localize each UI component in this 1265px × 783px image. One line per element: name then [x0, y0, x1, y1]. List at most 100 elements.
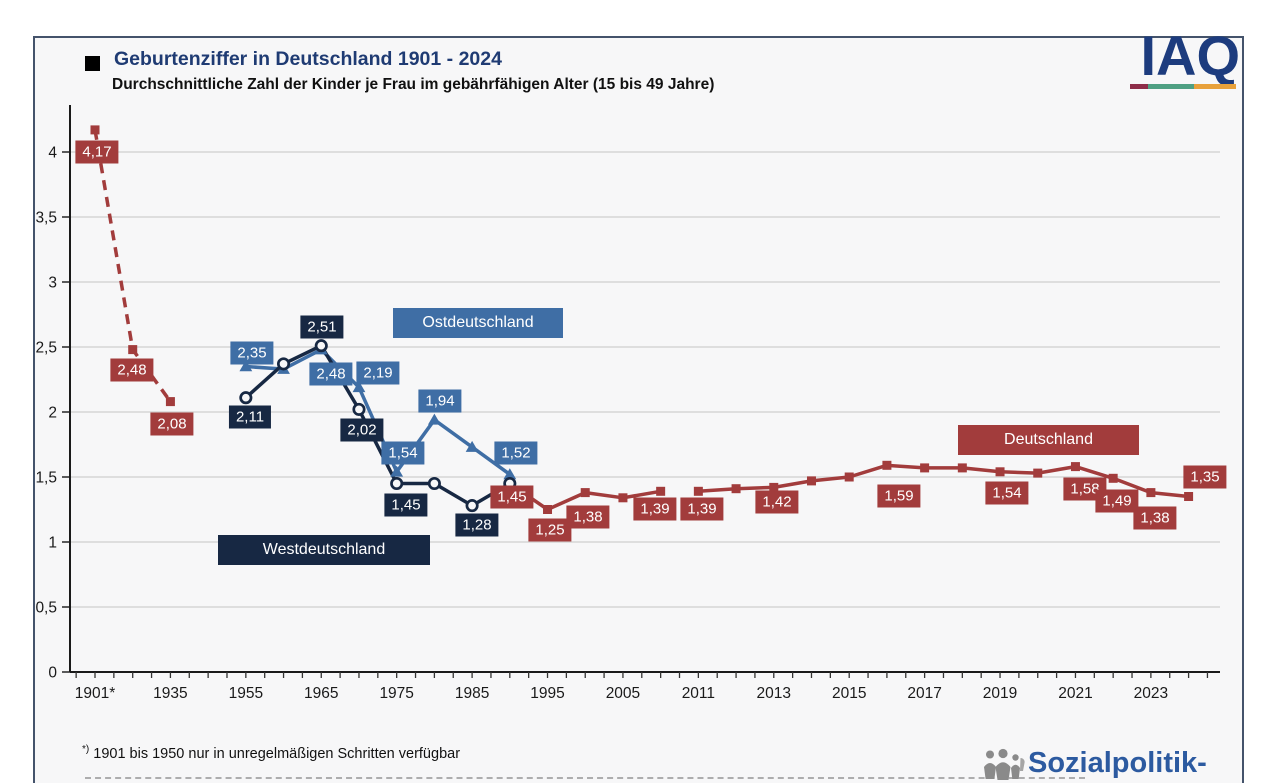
data-point	[656, 486, 666, 496]
title-bullet-icon	[85, 56, 100, 71]
x-tick-label: 2005	[606, 685, 640, 702]
data-point	[239, 360, 253, 372]
value-label: 1,38	[566, 505, 610, 529]
iaq-logo-underline	[1130, 84, 1236, 89]
data-point	[806, 476, 816, 486]
iaq-logo: IAQ	[1130, 24, 1240, 89]
x-tick-label: 2023	[1134, 685, 1168, 702]
data-point	[957, 463, 967, 473]
data-point	[314, 339, 328, 353]
value-label: 1,35	[1183, 465, 1227, 489]
y-tick-label: 3	[48, 275, 57, 292]
x-tick-label: 1985	[455, 685, 489, 702]
value-label: 1,94	[418, 389, 462, 413]
data-point	[618, 493, 628, 503]
value-label: 1,59	[877, 484, 921, 508]
value-label: 2,48	[110, 358, 154, 382]
data-point	[465, 499, 479, 513]
x-tick-label: 1935	[153, 685, 187, 702]
value-label: 1,52	[494, 441, 538, 465]
clipped-source-text	[85, 777, 1085, 779]
series-name-box-westdeutschland: Westdeutschland	[218, 535, 430, 565]
value-label: 2,02	[340, 418, 384, 442]
iaq-logo-text: IAQ	[1140, 24, 1240, 87]
data-point	[882, 460, 892, 470]
data-point	[352, 381, 366, 393]
y-tick-label: 1,5	[35, 470, 57, 487]
data-point	[427, 413, 441, 425]
sozialpolitik-logo-text: Sozialpolitik-	[1028, 747, 1207, 779]
value-label: 1,42	[755, 490, 799, 514]
series-name-box-deutschland: Deutschland	[958, 425, 1139, 455]
data-point	[580, 488, 590, 498]
data-point	[1070, 462, 1080, 472]
data-point	[1033, 468, 1043, 478]
data-point	[390, 476, 404, 491]
value-label: 2,35	[230, 341, 274, 365]
data-point	[1146, 488, 1156, 498]
sozialpolitik-logo: Sozialpolitik-	[982, 748, 1207, 780]
value-label: 2,51	[300, 315, 344, 339]
x-tick-label: 1965	[304, 685, 338, 702]
y-tick-label: 0,5	[35, 600, 57, 617]
data-point	[1184, 492, 1194, 501]
people-icon	[984, 748, 1025, 780]
data-point	[844, 472, 854, 482]
x-tick-label: 2019	[983, 685, 1017, 702]
chart-subtitle: Durchschnittliche Zahl der Kinder je Fra…	[112, 76, 715, 93]
data-point	[128, 345, 138, 355]
value-label: 1,39	[633, 497, 677, 521]
data-point	[769, 482, 779, 492]
value-label: 1,54	[985, 481, 1029, 505]
value-label: 1,45	[384, 493, 428, 517]
value-label: 4,17	[75, 140, 119, 164]
x-tick-label: 2021	[1058, 685, 1092, 702]
data-point	[165, 397, 175, 407]
value-label: 1,38	[1133, 506, 1177, 530]
value-label: 1,25	[528, 518, 572, 542]
series-line-westdeutschland	[244, 343, 511, 508]
x-tick-label: 2015	[832, 685, 866, 702]
x-tick-label: 2017	[907, 685, 941, 702]
data-point	[543, 505, 553, 514]
x-tick-label: 2011	[682, 685, 715, 702]
data-point	[503, 468, 517, 480]
chart-title: Geburtenziffer in Deutschland 1901 - 202…	[114, 48, 502, 70]
y-tick-label: 0	[48, 665, 57, 682]
data-point	[465, 440, 479, 452]
value-label: 2,08	[150, 412, 194, 436]
value-label: 2,11	[228, 405, 272, 429]
x-tick-label: 1995	[530, 685, 564, 702]
data-point	[276, 357, 291, 371]
x-tick-label: 1901*	[75, 685, 116, 702]
y-tick-label: 3,5	[35, 210, 57, 227]
y-tick-label: 2,5	[35, 340, 57, 357]
data-point	[352, 402, 366, 416]
x-tick-label: 1955	[229, 685, 263, 702]
value-label: 1,39	[680, 497, 724, 521]
y-tick-label: 4	[48, 145, 57, 162]
footnote-text: 1901 bis 1950 nur in unregelmäßigen Schr…	[93, 745, 461, 762]
footnote: *) 1901 bis 1950 nur in unregelmäßigen S…	[82, 744, 460, 762]
series-line-deutschland	[698, 463, 1189, 499]
data-point	[1108, 473, 1118, 483]
y-tick-label: 1	[48, 535, 57, 552]
value-label: 2,19	[356, 361, 400, 385]
data-point	[731, 484, 741, 494]
data-point	[390, 465, 404, 477]
data-point	[427, 476, 441, 491]
data-point	[693, 486, 703, 496]
value-label: 1,54	[381, 441, 425, 465]
y-tick-label: 2	[48, 405, 57, 422]
value-label: 1,45	[490, 485, 534, 509]
x-tick-label: 2013	[757, 685, 791, 702]
series-name-box-ostdeutschland: Ostdeutschland	[393, 308, 563, 338]
value-label: 1,49	[1095, 489, 1139, 513]
data-point	[239, 391, 253, 405]
data-point	[90, 125, 100, 135]
x-tick-label: 1975	[379, 685, 413, 702]
data-point	[995, 467, 1005, 477]
data-point	[920, 463, 930, 473]
